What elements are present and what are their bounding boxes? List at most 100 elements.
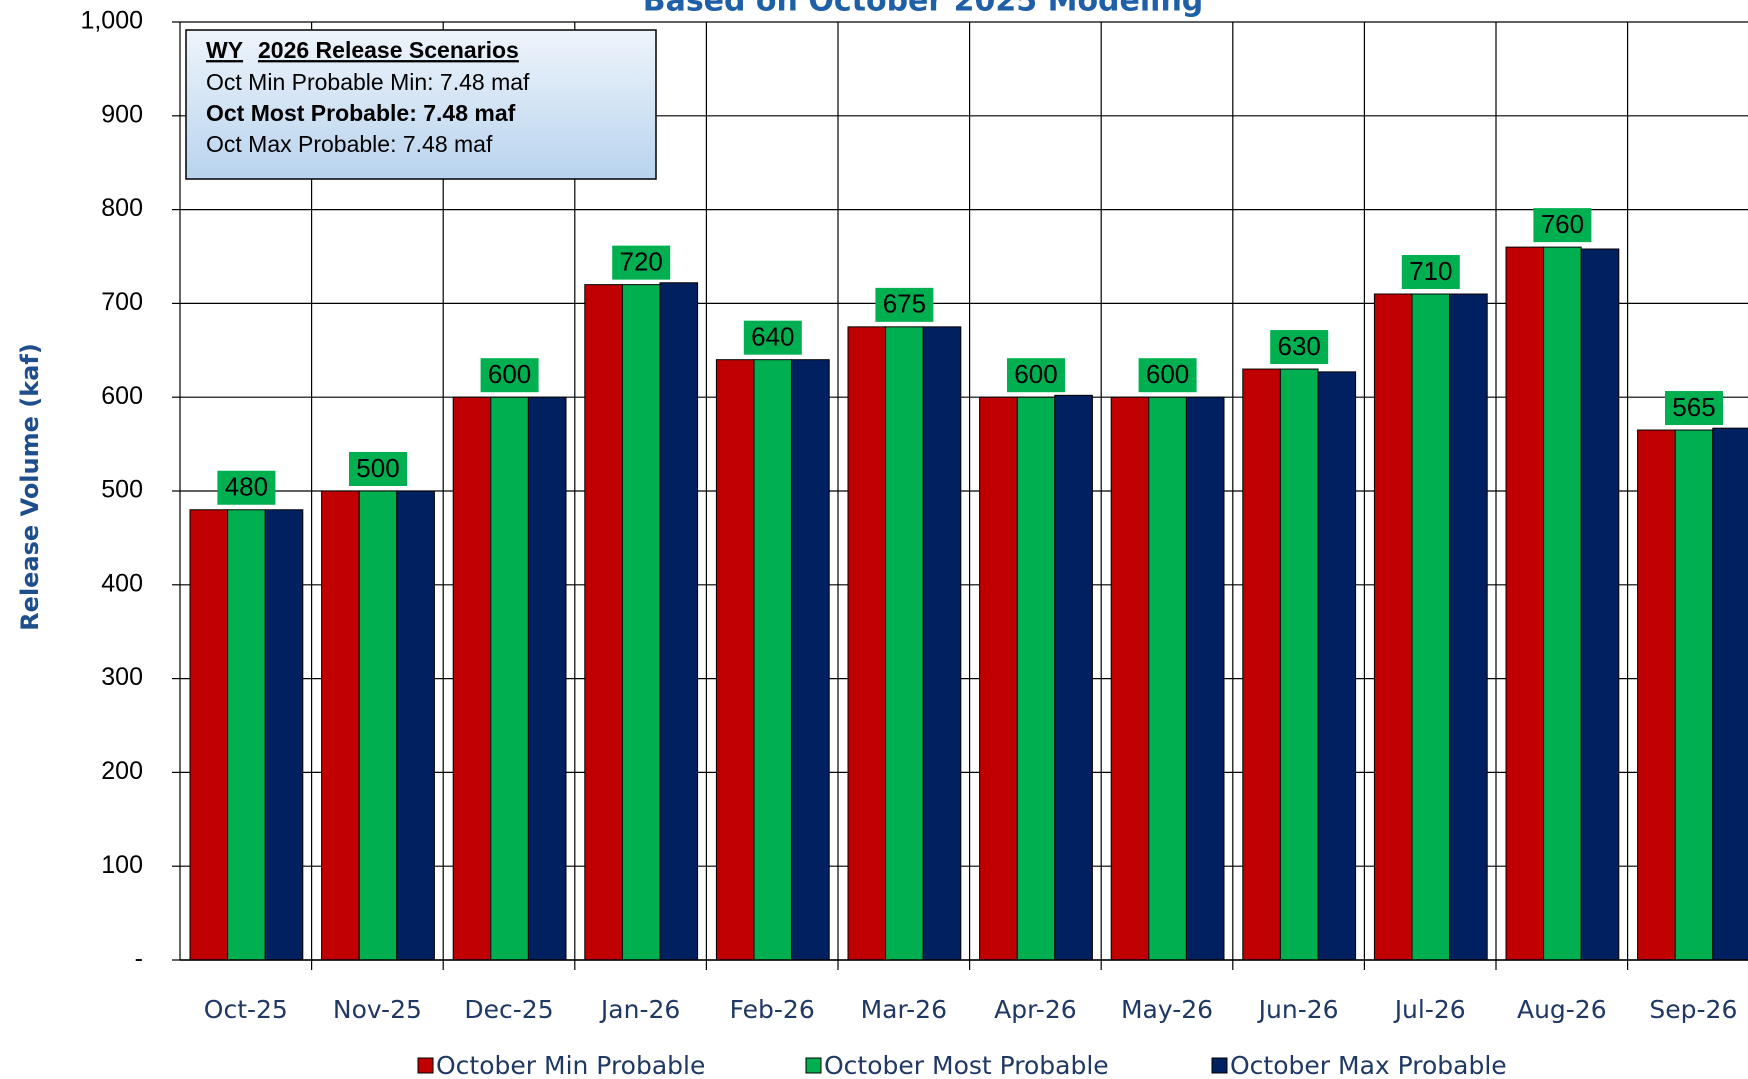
- y-tick-label: 700: [101, 288, 143, 316]
- data-label-box: [1665, 391, 1723, 426]
- data-label: 600: [488, 359, 531, 389]
- data-label-box: [612, 245, 671, 280]
- info-line: Oct Max Probable: 7.48 maf: [206, 131, 493, 157]
- bar: [979, 396, 1018, 961]
- y-tick-label: 300: [101, 663, 143, 691]
- x-tick-label: Nov-25: [333, 995, 422, 1024]
- x-tick-label: Oct-25: [204, 995, 288, 1024]
- bar: [321, 490, 360, 961]
- y-tick-label: 800: [101, 194, 143, 222]
- info-line: Oct Most Probable: 7.48 maf: [206, 100, 516, 126]
- data-label-box: [1138, 358, 1197, 393]
- data-label-box: [875, 287, 934, 322]
- legend-swatch: [417, 1057, 434, 1074]
- bar: [885, 326, 924, 961]
- bar: [753, 359, 793, 961]
- x-tick-label: Feb-26: [730, 995, 815, 1024]
- bar: [1054, 394, 1093, 961]
- bar: [227, 509, 266, 961]
- bar: [396, 490, 435, 961]
- data-label: 675: [883, 289, 926, 319]
- bar: [621, 284, 661, 961]
- y-tick-label: 500: [101, 476, 143, 504]
- bar: [1373, 293, 1413, 961]
- bar: [264, 509, 304, 961]
- legend-label: October Max Probable: [1230, 1051, 1507, 1079]
- x-tick-label: Jun-26: [1257, 995, 1339, 1024]
- bar: [490, 396, 529, 961]
- bar: [1148, 396, 1187, 961]
- y-axis-label: Release Volume (kaf): [16, 343, 44, 631]
- data-label: 500: [356, 453, 399, 483]
- x-tick-label: Dec-25: [464, 995, 553, 1024]
- bar: [1580, 248, 1620, 961]
- bar: [1317, 371, 1357, 961]
- data-label: 630: [1278, 331, 1321, 361]
- info-heading-wy: WY: [206, 37, 243, 63]
- info-line: Oct Min Probable Min: 7.48 maf: [206, 69, 530, 95]
- legend-swatch: [1211, 1057, 1228, 1074]
- data-label: 720: [620, 247, 663, 277]
- bar: [1637, 429, 1676, 961]
- bar: [1242, 368, 1281, 961]
- y-tick-label: 900: [101, 100, 143, 128]
- data-label-box: [217, 470, 276, 505]
- x-tick-label: Jan-26: [599, 995, 680, 1024]
- bar: [1712, 427, 1748, 961]
- legend-label: October Min Probable: [436, 1051, 705, 1079]
- bar: [527, 396, 567, 961]
- bar: [1411, 293, 1451, 961]
- bar: [1185, 396, 1225, 961]
- legend-swatch: [805, 1057, 822, 1074]
- bar: [1016, 396, 1056, 961]
- data-label: 565: [1672, 392, 1715, 422]
- bar: [584, 284, 623, 961]
- data-label-box: [1007, 358, 1065, 393]
- info-box-frame: [185, 29, 657, 180]
- info-box: WY 2026 Release Scenarios Oct Min Probable…: [185, 29, 657, 180]
- plot-area: - 100 200 300 400 500 600 700 800 900 1,000 480 500 6…: [80, 7, 1748, 973]
- bar: [1674, 429, 1714, 961]
- y-tick-label: 100: [101, 851, 143, 879]
- x-tick-label: Jul-26: [1393, 995, 1466, 1024]
- y-tick-label: -: [135, 945, 143, 973]
- bar: [1449, 293, 1488, 961]
- bar: [791, 359, 830, 961]
- bar: [358, 490, 398, 961]
- legend-label: October Most Probable: [824, 1051, 1109, 1079]
- bar: [715, 359, 755, 961]
- chart-title: Based on October 2025 Modeling: [643, 0, 1204, 19]
- data-label-box: [1533, 208, 1592, 243]
- y-tick-label: 400: [101, 569, 143, 597]
- x-tick-label: May-26: [1121, 995, 1213, 1024]
- x-tick-label: Mar-26: [861, 995, 947, 1024]
- data-label-box: [480, 358, 539, 393]
- data-label-box: [1401, 255, 1460, 290]
- x-tick-label: Apr-26: [994, 995, 1076, 1024]
- data-label-box: [349, 452, 407, 486]
- y-tick-label: 600: [101, 382, 143, 410]
- bar: [659, 282, 699, 961]
- data-label: 640: [751, 322, 794, 352]
- info-heading: 2026 Release Scenarios: [258, 37, 519, 63]
- bar: [922, 326, 962, 961]
- bar: [1279, 368, 1319, 961]
- x-tick-label: Sep-26: [1649, 995, 1737, 1024]
- bar: [1110, 396, 1150, 961]
- y-tick-label: 200: [101, 757, 143, 785]
- x-tick-label: Aug-26: [1517, 995, 1607, 1024]
- data-label: 760: [1541, 209, 1584, 239]
- bar: [1505, 246, 1545, 961]
- data-label: 600: [1014, 359, 1057, 389]
- bar: [847, 326, 887, 961]
- bar: [1543, 246, 1582, 961]
- bar: [452, 396, 492, 961]
- data-label: 710: [1409, 256, 1452, 286]
- data-label-box: [743, 320, 802, 355]
- data-label-box: [1270, 330, 1329, 365]
- data-label: 600: [1146, 359, 1189, 389]
- y-tick-label: 1,000: [80, 7, 143, 35]
- data-label: 480: [225, 472, 268, 502]
